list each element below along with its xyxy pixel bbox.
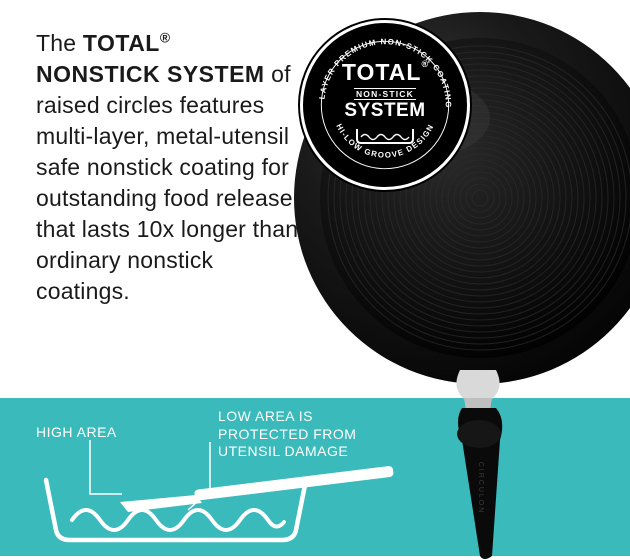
badge-arc-top-text: 3 LAYER PREMIUM NON-STICK COATING [303, 23, 453, 109]
grooves-icon [72, 510, 284, 530]
svg-text:3 LAYER PREMIUM NON-STICK COAT: 3 LAYER PREMIUM NON-STICK COATING [303, 23, 453, 109]
copy-bold2: NONSTICK SYSTEM [36, 61, 265, 87]
copy-reg: ® [160, 30, 170, 45]
high-area-label: HIGH AREA [36, 424, 117, 440]
copy-rest: of raised circles features multi-layer, … [36, 61, 298, 304]
cross-section-diagram [36, 440, 456, 550]
total-nonstick-badge: 3 LAYER PREMIUM NON-STICK COATING HI-LOW… [300, 20, 470, 190]
svg-text:HI-LOW GROOVE DESIGN: HI-LOW GROOVE DESIGN [334, 122, 435, 159]
pan-handle: CIRCULON [410, 370, 590, 560]
badge-arc-bottom-text: HI-LOW GROOVE DESIGN [334, 122, 435, 159]
copy-lead: The [36, 30, 83, 56]
handle-brand-text: CIRCULON [477, 462, 484, 515]
copy-bold1: TOTAL [83, 30, 160, 56]
low-label-l1: LOW AREA IS [218, 408, 356, 426]
marketing-copy: The TOTAL® NONSTICK SYSTEM of raised cir… [36, 28, 306, 307]
spatula-icon [120, 466, 394, 512]
